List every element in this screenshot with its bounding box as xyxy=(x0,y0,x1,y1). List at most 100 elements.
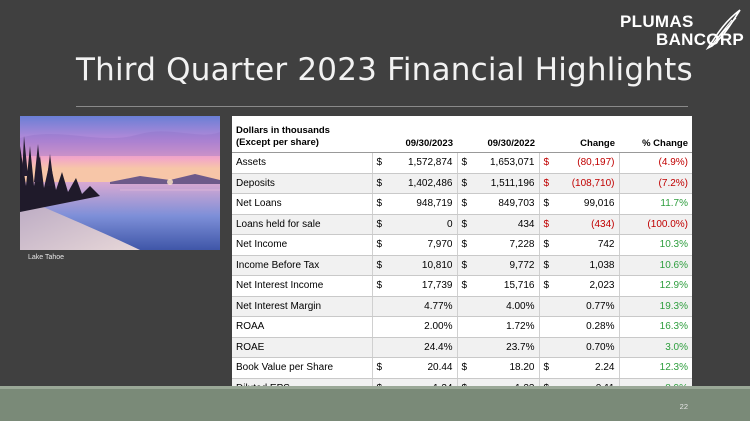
cell-c1: $7,970 xyxy=(371,234,457,256)
cell-c3: $1,038 xyxy=(538,255,619,276)
row-label: Net Income xyxy=(232,234,372,256)
header-col3: Change xyxy=(539,116,619,153)
header-col4: % Change xyxy=(619,116,692,153)
currency-symbol: $ xyxy=(543,157,550,169)
cell-c1: $0 xyxy=(371,214,457,235)
cell-value: 0.77% xyxy=(586,300,615,312)
currency-symbol: $ xyxy=(376,362,383,374)
cell-value: 1,038 xyxy=(589,259,615,271)
cell-c2: $1,511,196 xyxy=(456,173,539,194)
financial-highlights-table: Dollars in thousands (Except per share) … xyxy=(232,116,692,399)
cell-value: 4.00% xyxy=(506,300,535,312)
cell-value: 742 xyxy=(597,239,615,251)
cell-pct-change: 12.9% xyxy=(618,275,692,297)
cell-value: 4.77% xyxy=(424,300,453,312)
cell-pct-change: 3.0% xyxy=(618,337,692,358)
cell-value: 99,016 xyxy=(583,198,615,210)
cell-c2: $1,653,071 xyxy=(456,152,539,174)
cell-c3: $99,016 xyxy=(538,193,619,215)
cell-value: (108,710) xyxy=(571,177,615,189)
cell-value: 2.00% xyxy=(424,321,453,333)
table-row: ROAE 24.4% 23.7% 0.70% 3.0% xyxy=(232,337,692,358)
cell-value: 434 xyxy=(517,218,535,230)
currency-symbol: $ xyxy=(376,239,383,251)
cell-value: 1,653,071 xyxy=(490,157,535,169)
row-label: ROAA xyxy=(232,316,372,338)
header-col2: 09/30/2022 xyxy=(457,116,539,153)
cell-value: 0 xyxy=(446,218,453,230)
logo-line1: PLUMAS xyxy=(620,12,694,31)
cell-c3: $ (108,710) xyxy=(538,173,619,194)
row-label: Income Before Tax xyxy=(232,255,372,276)
row-label: Net Interest Income xyxy=(232,275,372,297)
lake-tahoe-photo xyxy=(20,116,220,250)
cell-c1: $17,739 xyxy=(371,275,457,297)
plumas-bancorp-logo: PLUMAS BANCORP xyxy=(620,8,744,50)
table-row: ROAA 2.00% 1.72% 0.28% 16.3% xyxy=(232,316,692,338)
cell-c2: $434 xyxy=(456,214,539,235)
cell-c1: 2.00% xyxy=(371,316,457,338)
currency-symbol: $ xyxy=(461,157,468,169)
table-row: Loans held for sale $0 $434 $ (434) (100.0%) xyxy=(232,214,692,235)
footer-accent-line xyxy=(0,386,750,389)
currency-symbol: $ xyxy=(376,198,383,210)
cell-c2: $7,228 xyxy=(456,234,539,256)
cell-c1: 4.77% xyxy=(371,296,457,317)
footer-band xyxy=(0,389,750,421)
currency-symbol: $ xyxy=(461,198,468,210)
cell-value: 24.4% xyxy=(424,341,453,353)
cell-c2: $15,716 xyxy=(456,275,539,297)
cell-c3: $2.24 xyxy=(538,357,619,379)
row-label: Loans held for sale xyxy=(232,214,372,235)
cell-c3: $ (80,197) xyxy=(538,152,619,174)
currency-symbol: $ xyxy=(461,259,468,271)
table-row: Net Interest Income $17,739 $15,716 $2,023 1… xyxy=(232,275,692,297)
cell-c2: $9,772 xyxy=(456,255,539,276)
table-row: Deposits $1,402,486 $1,511,196 $ (108,710) (7… xyxy=(232,173,692,194)
cell-c1: $1,572,874 xyxy=(371,152,457,174)
currency-symbol: $ xyxy=(461,239,468,251)
cell-c3: $ (434) xyxy=(538,214,619,235)
page-title: Third Quarter 2023 Financial Highlights xyxy=(76,52,693,88)
header-label-line1: Dollars in thousands xyxy=(236,125,330,136)
row-label: ROAE xyxy=(232,337,372,358)
currency-symbol: $ xyxy=(543,259,550,271)
row-label: Deposits xyxy=(232,173,372,194)
header-label: Dollars in thousands (Except per share) xyxy=(232,116,372,153)
cell-value: 17,739 xyxy=(421,280,453,292)
cell-value: 18.20 xyxy=(509,362,535,374)
cell-value: 7,970 xyxy=(427,239,453,251)
cell-value: 0.70% xyxy=(586,341,615,353)
cell-pct-change: (100.0%) xyxy=(618,214,692,235)
cell-pct-change: (7.2%) xyxy=(618,173,692,194)
cell-value: 1,511,196 xyxy=(490,177,535,189)
table-row: Net Income $7,970 $7,228 $742 10.3% xyxy=(232,234,692,256)
cell-value: 9,772 xyxy=(509,259,535,271)
cell-c2: $18.20 xyxy=(456,357,539,379)
cell-value: 1,572,874 xyxy=(408,157,453,169)
cell-pct-change: 10.3% xyxy=(618,234,692,256)
cell-value: 20.44 xyxy=(427,362,453,374)
cell-value: 7,228 xyxy=(509,239,535,251)
cell-pct-change: 10.6% xyxy=(618,255,692,276)
cell-value: 2.24 xyxy=(595,362,615,374)
cell-pct-change: (4.9%) xyxy=(618,152,692,174)
table-row: Income Before Tax $10,810 $9,772 $1,038 10.6… xyxy=(232,255,692,276)
cell-pct-change: 11.7% xyxy=(618,193,692,215)
row-label: Assets xyxy=(232,152,372,174)
photo-caption: Lake Tahoe xyxy=(28,254,65,261)
cell-pct-change: 19.3% xyxy=(618,296,692,317)
cell-value: 23.7% xyxy=(506,341,535,353)
currency-symbol: $ xyxy=(543,362,550,374)
currency-symbol: $ xyxy=(461,177,468,189)
cell-c1: $948,719 xyxy=(371,193,457,215)
feather-icon xyxy=(705,9,741,50)
table-header-row: Dollars in thousands (Except per share) … xyxy=(232,116,692,153)
cell-c3: 0.28% xyxy=(538,316,619,338)
cell-value: 1,402,486 xyxy=(408,177,453,189)
cell-c3: 0.77% xyxy=(538,296,619,317)
header-label-line2: (Except per share) xyxy=(236,137,319,148)
cell-c1: 24.4% xyxy=(371,337,457,358)
title-divider xyxy=(76,106,688,107)
